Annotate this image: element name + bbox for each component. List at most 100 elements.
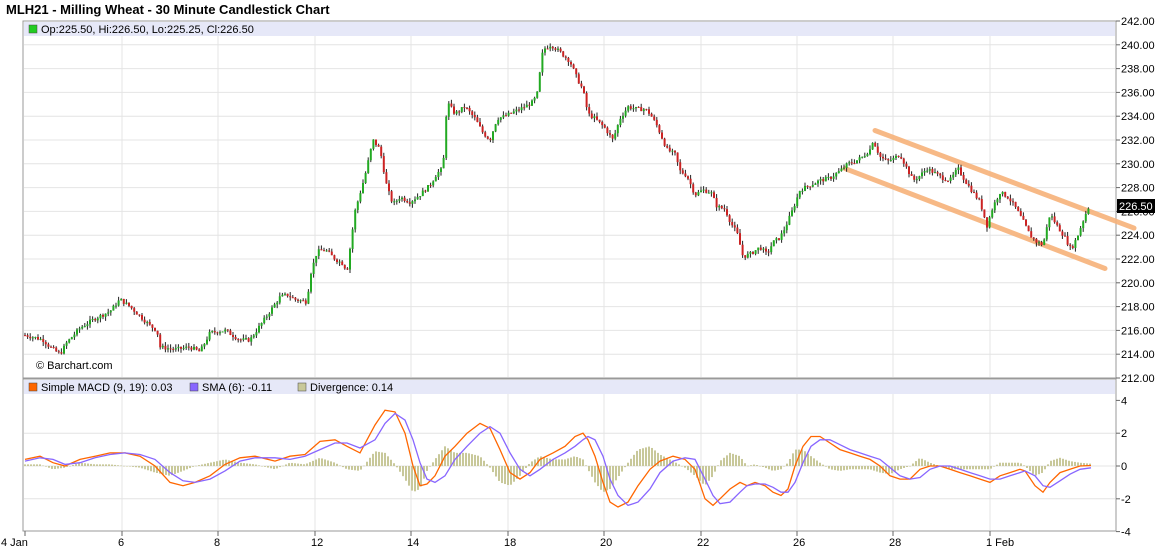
- candle-body: [853, 163, 856, 165]
- divergence-bar: [498, 466, 500, 481]
- candle-body: [611, 134, 614, 139]
- divergence-bar: [567, 458, 569, 466]
- divergence-bar: [561, 459, 563, 466]
- candle-body: [629, 106, 632, 109]
- divergence-bar: [993, 466, 995, 467]
- candle-body: [65, 342, 68, 346]
- candle-body: [237, 339, 240, 341]
- divergence-bar: [705, 466, 707, 485]
- divergence-bar: [570, 457, 572, 466]
- candle-body: [648, 109, 650, 114]
- divergence-bar: [225, 459, 227, 466]
- candle-body: [265, 316, 268, 318]
- candle-body: [429, 185, 432, 187]
- candle-body: [1040, 242, 1043, 245]
- ohlc-legend-swatch: [28, 24, 38, 34]
- divergence-bar: [1059, 457, 1061, 466]
- candle-body: [273, 304, 276, 308]
- divergence-bar: [255, 464, 257, 466]
- candle-body: [926, 170, 929, 172]
- watermark: © Barchart.com: [36, 360, 113, 372]
- candle-body: [427, 185, 429, 192]
- candle-body: [770, 246, 773, 253]
- candle-body: [68, 339, 71, 343]
- divergence-bar: [1050, 460, 1052, 466]
- divergence-bar: [213, 461, 215, 466]
- divergence-bar: [732, 453, 734, 466]
- candle-body: [83, 326, 86, 328]
- candle-body: [637, 106, 640, 108]
- divergence-bar: [39, 464, 41, 466]
- candle-body: [226, 329, 229, 331]
- divergence-bar: [144, 466, 146, 470]
- divergence-bar: [339, 465, 341, 466]
- candle-body: [156, 330, 159, 335]
- candle-body: [510, 112, 513, 114]
- price-y-tick-label: 242.00: [1121, 16, 1155, 28]
- candle-body: [141, 315, 143, 320]
- candle-body: [726, 209, 728, 216]
- divergence-bar: [219, 460, 221, 466]
- candle-body: [81, 326, 84, 329]
- divergence-bar: [651, 447, 653, 466]
- divergence-bar: [501, 466, 503, 484]
- divergence-bar: [906, 466, 908, 467]
- candle-body: [281, 294, 284, 297]
- candle-body: [713, 192, 715, 198]
- divergence-bar: [483, 460, 485, 466]
- candle-body: [333, 255, 336, 260]
- candle-body: [661, 132, 663, 139]
- candle-body: [819, 179, 822, 181]
- divergence-bar: [210, 462, 212, 466]
- divergence-bar: [711, 466, 713, 478]
- candle-body: [382, 156, 385, 173]
- divergence-bar: [945, 466, 947, 468]
- candle-body: [1014, 201, 1017, 207]
- candle-body: [252, 335, 255, 338]
- divergence-bar: [744, 463, 746, 466]
- divergence-bar: [972, 466, 974, 470]
- divergence-bar: [582, 459, 584, 466]
- divergence-bar: [807, 453, 809, 466]
- candle-body: [299, 300, 302, 302]
- divergence-bar: [1047, 464, 1049, 466]
- candle-body: [260, 322, 263, 326]
- candle-body: [109, 310, 112, 313]
- candle-body: [856, 160, 858, 164]
- x-tick-label: 8: [214, 537, 220, 548]
- divergence-bar: [468, 453, 470, 466]
- divergence-bar: [531, 461, 533, 466]
- candle-body: [94, 318, 97, 321]
- candle-body: [310, 273, 312, 292]
- candle-body: [362, 183, 364, 194]
- candle-body: [411, 201, 414, 204]
- divergence-bar: [1035, 466, 1037, 476]
- candle-body: [442, 157, 445, 169]
- divergence-bar: [876, 466, 878, 472]
- macd-legend-text: Divergence: 0.14: [310, 382, 393, 394]
- candle-body: [203, 343, 206, 347]
- candle-body: [614, 133, 617, 139]
- candle-body: [804, 185, 806, 191]
- divergence-bar: [981, 466, 983, 470]
- divergence-bar: [438, 454, 440, 466]
- candle-body: [934, 172, 936, 174]
- divergence-bar: [180, 466, 182, 472]
- divergence-bar: [924, 460, 926, 466]
- divergence-bar: [93, 464, 95, 466]
- divergence-bar: [492, 466, 494, 473]
- divergence-bar: [321, 458, 323, 466]
- candle-body: [359, 193, 362, 202]
- divergence-bar: [720, 460, 722, 466]
- candle-body: [811, 184, 814, 187]
- candle-body: [837, 171, 840, 174]
- divergence-bar: [777, 466, 779, 470]
- candle-body: [609, 133, 611, 135]
- divergence-bar: [291, 462, 293, 466]
- macd-legend-text: SMA (6): -0.11: [202, 382, 272, 394]
- divergence-bar: [276, 466, 278, 469]
- candle-body: [1058, 225, 1061, 232]
- channel-lower-line: [842, 166, 1108, 272]
- candle-body: [395, 200, 398, 202]
- candle-body: [791, 210, 793, 216]
